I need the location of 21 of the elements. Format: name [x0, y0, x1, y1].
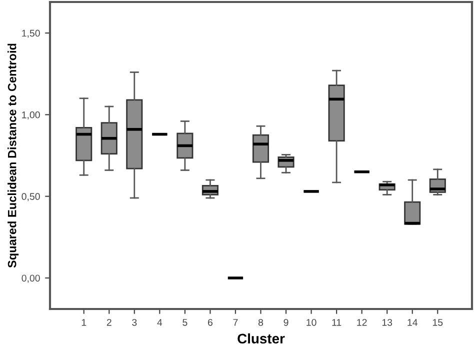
y-tick-label: 1,00: [22, 111, 40, 120]
x-tick-label: 9: [284, 318, 288, 326]
y-tick-label: 0,00: [22, 274, 40, 283]
x-tick-label: 8: [258, 318, 264, 326]
x-tick-label: 12: [357, 318, 367, 326]
y-axis-title: Squared Euclidean Distance to Centroid: [8, 44, 19, 268]
x-tick-label: 15: [432, 319, 443, 326]
x-tick-label: 10: [306, 318, 316, 326]
x-tick-label: 14: [408, 319, 418, 326]
y-tick-label: 1,50: [22, 30, 40, 38]
x-tick-label: 7: [233, 319, 238, 326]
x-tick-label: 11: [332, 319, 342, 326]
x-tick-label: 4: [157, 319, 162, 326]
x-tick-label: 5: [182, 319, 188, 326]
y-tick-label: 0,50: [22, 193, 40, 202]
x-tick-label: 1: [82, 319, 86, 326]
x-tick-label: 2: [106, 318, 112, 326]
x-tick-label: 6: [208, 318, 212, 326]
x-tick-label: 13: [382, 318, 392, 326]
x-axis-title: Cluster: [238, 333, 285, 344]
x-tick-label: 3: [132, 318, 137, 326]
